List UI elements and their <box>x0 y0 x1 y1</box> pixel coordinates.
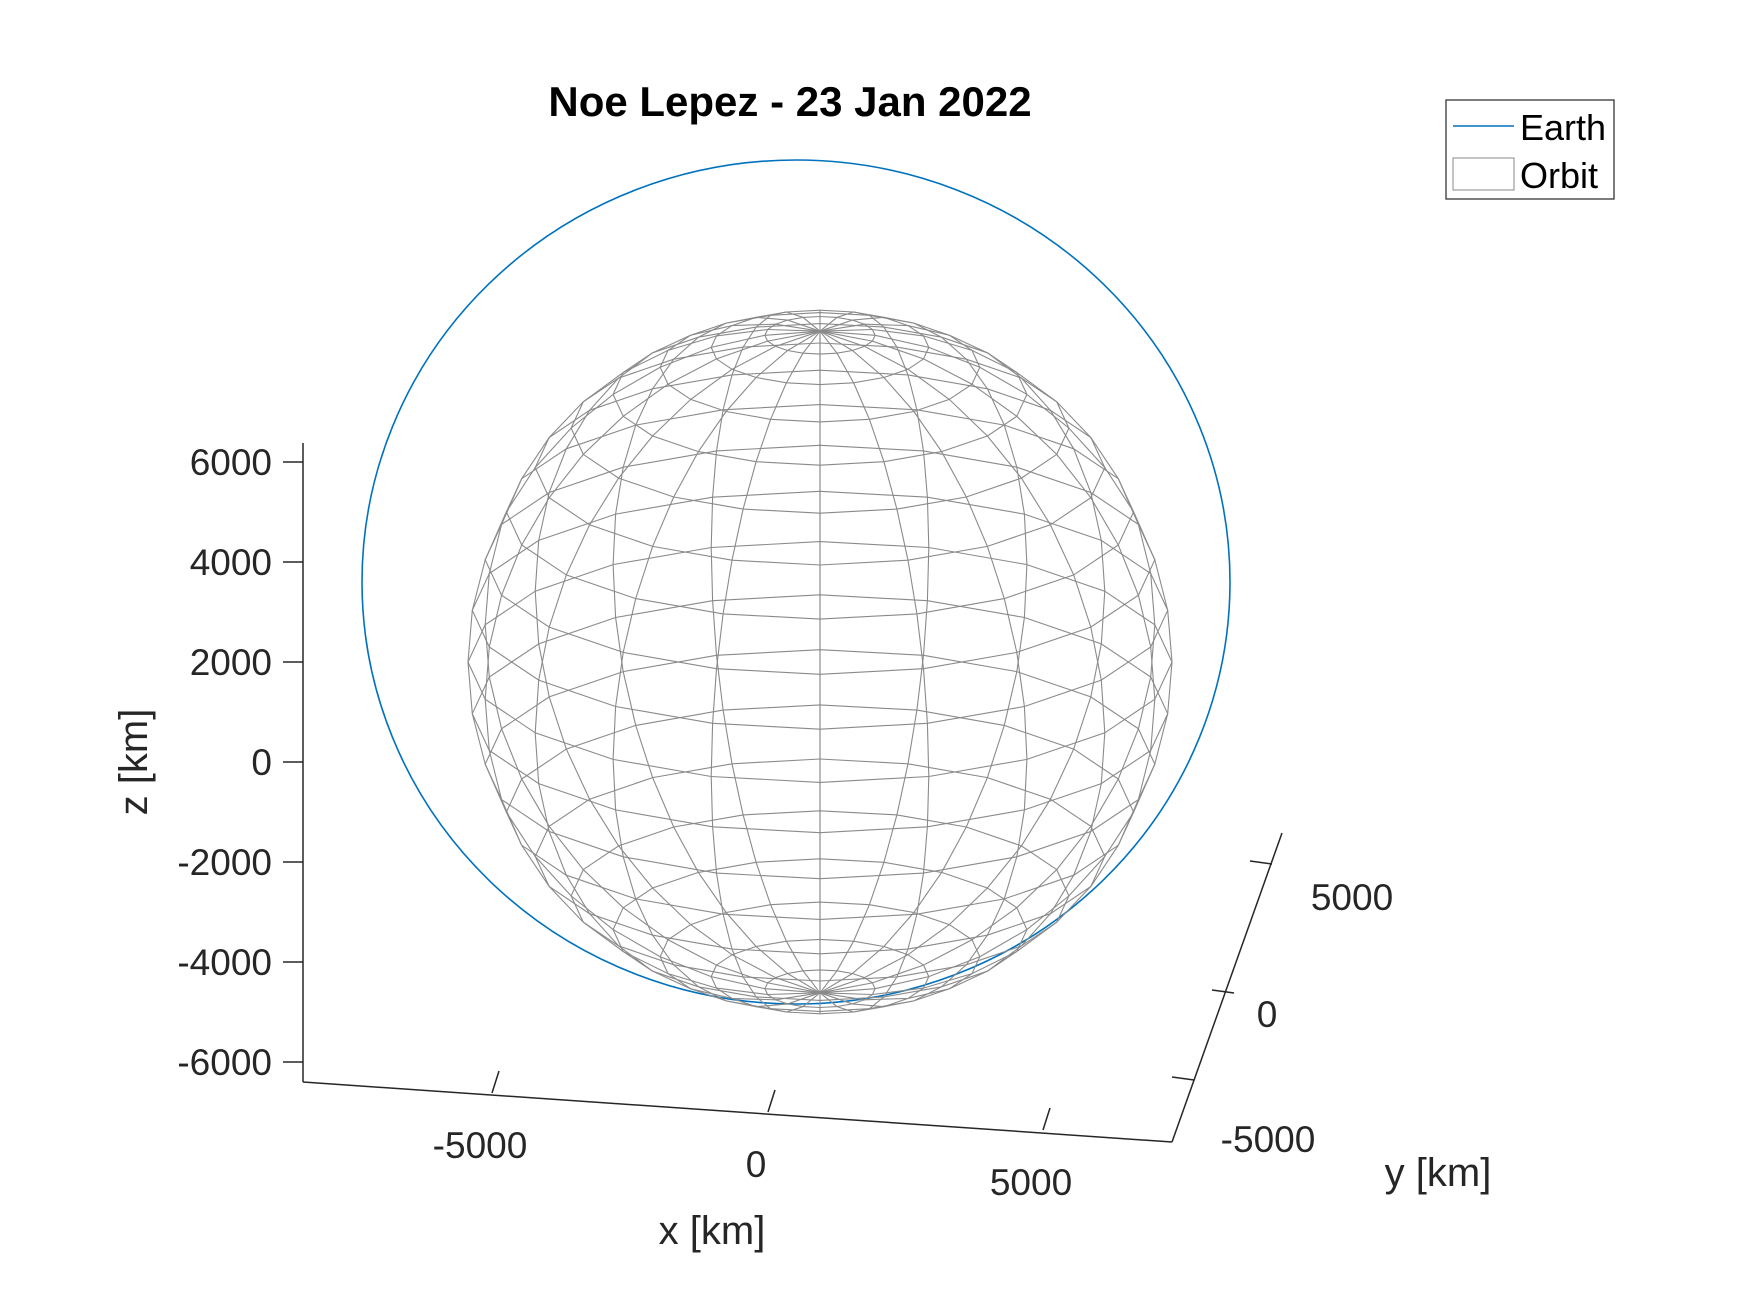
x-tick-mark <box>767 1089 776 1113</box>
x-axis: -5000 0 5000 x [km] <box>302 1070 1173 1253</box>
y-tick-label: 0 <box>1257 994 1278 1035</box>
chart-title: Noe Lepez - 23 Jan 2022 <box>548 78 1031 125</box>
sphere-meridian <box>819 330 1156 996</box>
sphere-meridian <box>819 311 930 994</box>
sphere-meridian <box>467 330 821 994</box>
z-axis-title: z [km] <box>112 709 156 816</box>
x-axis-line <box>302 1081 1173 1143</box>
sphere-meridian <box>534 323 821 994</box>
z-tick-label: 0 <box>251 742 272 783</box>
x-tick-label: 0 <box>746 1144 767 1185</box>
x-tick-label: 5000 <box>990 1162 1072 1203</box>
y-tick-mark <box>1211 989 1235 994</box>
sphere-meridian <box>612 316 821 994</box>
z-tick-label: 6000 <box>190 442 272 483</box>
legend-earth-label: Earth <box>1520 107 1606 148</box>
y-tick-label: -5000 <box>1221 1119 1316 1160</box>
legend-orbit-label: Orbit <box>1520 155 1598 196</box>
z-tick-label: -6000 <box>177 1042 272 1083</box>
y-axis-title: y [km] <box>1385 1151 1492 1195</box>
y-axis: -5000 0 5000 y [km] <box>1171 832 1492 1195</box>
x-tick-label: -5000 <box>433 1125 528 1166</box>
earth-sphere-wireframe <box>467 309 1173 1015</box>
sphere-meridian <box>484 330 821 996</box>
legend: Earth Orbit <box>1445 99 1615 200</box>
z-tick-label: 4000 <box>190 542 272 583</box>
y-axis-line <box>1171 832 1283 1143</box>
z-tick-label: -2000 <box>177 842 272 883</box>
sphere-meridian <box>612 330 821 1008</box>
y-tick-mark <box>1249 860 1273 865</box>
x-tick-mark <box>491 1070 500 1094</box>
sphere-meridian <box>819 316 1028 994</box>
x-tick-mark <box>1042 1107 1051 1131</box>
sphere-meridian <box>819 328 1156 994</box>
sphere-meridian <box>534 330 821 1001</box>
sphere-meridian <box>819 323 1106 994</box>
sphere-meridian <box>710 311 821 994</box>
y-tick-mark <box>1171 1076 1195 1081</box>
sphere-meridian <box>819 330 1173 994</box>
y-axis-ticks: -5000 0 5000 <box>1171 860 1393 1160</box>
sphere-meridian <box>819 330 1028 1008</box>
z-tick-label: -4000 <box>177 942 272 983</box>
orbit-trajectory <box>361 159 1231 1005</box>
x-axis-title: x [km] <box>659 1209 766 1253</box>
sphere-meridian <box>819 330 1106 1001</box>
legend-orbit-swatch <box>1452 157 1515 191</box>
z-axis: -6000 -4000 -2000 0 2000 4000 6000 z [km] <box>112 442 304 1083</box>
sphere-meridian <box>819 330 930 1013</box>
sphere-meridian <box>710 330 821 1013</box>
x-axis-ticks: -5000 0 5000 <box>433 1070 1072 1203</box>
z-axis-ticks: -6000 -4000 -2000 0 2000 4000 6000 <box>177 442 303 1083</box>
y-tick-label: 5000 <box>1311 877 1393 918</box>
sphere-meridian <box>484 328 821 994</box>
z-tick-label: 2000 <box>190 642 272 683</box>
